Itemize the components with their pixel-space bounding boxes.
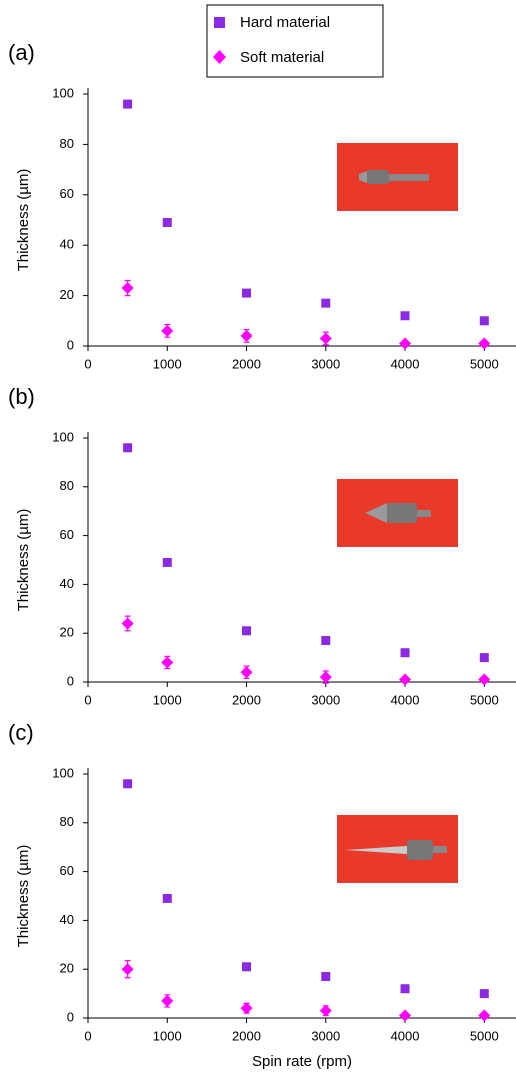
point [242, 288, 252, 298]
point [479, 316, 489, 326]
y-tick-label: 80 [60, 478, 74, 493]
legend-marker [214, 17, 225, 28]
point [161, 324, 174, 337]
x-tick-label: 5000 [470, 1028, 499, 1043]
y-tick-label: 20 [60, 625, 74, 640]
point [162, 557, 172, 567]
point [400, 311, 410, 321]
point [162, 893, 172, 903]
legend: Hard material Soft material [206, 4, 384, 78]
y-tick-label: 100 [52, 429, 74, 444]
point [321, 298, 331, 308]
y-tick-label: 100 [52, 765, 74, 780]
y-tick-label: 60 [60, 863, 74, 878]
y-tick-label: 60 [60, 527, 74, 542]
x-tick-label: 2000 [232, 356, 261, 371]
point [123, 99, 133, 109]
point [240, 1002, 253, 1015]
point [319, 671, 332, 684]
x-tick-label: 4000 [391, 356, 420, 371]
point [478, 673, 491, 686]
point [400, 648, 410, 658]
legend-box [206, 4, 384, 78]
x-tick-label: 1000 [153, 1028, 182, 1043]
legend-marker [213, 50, 226, 64]
point [399, 337, 412, 350]
probe [417, 510, 431, 517]
x-tick-label: 2000 [232, 692, 261, 707]
panel-label: (c) [8, 720, 34, 745]
y-tick-label: 40 [60, 576, 74, 591]
panel-label: (a) [8, 40, 35, 65]
y-axis-title: Thickness (µm) [15, 845, 32, 948]
point [478, 1009, 491, 1022]
probe [387, 503, 417, 523]
photo [337, 815, 458, 883]
point [479, 653, 489, 663]
y-tick-label: 100 [52, 85, 74, 100]
point [162, 218, 172, 228]
y-tick-label: 60 [60, 186, 74, 201]
point [399, 1009, 412, 1022]
y-tick-label: 20 [60, 961, 74, 976]
point [121, 617, 134, 630]
y-axis-title: Thickness (µm) [15, 169, 32, 272]
x-tick-label: 0 [84, 692, 91, 707]
probe [433, 846, 447, 853]
x-tick-label: 4000 [391, 692, 420, 707]
y-tick-label: 0 [67, 1009, 74, 1024]
x-tick-label: 0 [84, 1028, 91, 1043]
point [161, 656, 174, 669]
point [400, 984, 410, 994]
y-tick-label: 0 [67, 673, 74, 688]
x-tick-label: 5000 [470, 356, 499, 371]
point [123, 779, 133, 789]
x-axis-title: Spin rate (rpm) [252, 1053, 352, 1070]
point [319, 332, 332, 345]
legend-label: Soft material [240, 49, 324, 66]
photo [337, 479, 458, 547]
x-tick-label: 3000 [311, 356, 340, 371]
point [240, 329, 253, 342]
y-tick-label: 80 [60, 814, 74, 829]
point [321, 636, 331, 646]
point [478, 337, 491, 350]
point [242, 962, 252, 972]
point [319, 1004, 332, 1017]
y-tick-label: 40 [60, 237, 74, 252]
legend-label: Hard material [240, 14, 330, 31]
x-tick-label: 1000 [153, 356, 182, 371]
x-tick-label: 5000 [470, 692, 499, 707]
y-tick-label: 80 [60, 136, 74, 151]
point [321, 972, 331, 982]
x-tick-label: 3000 [311, 692, 340, 707]
point [121, 963, 134, 976]
x-tick-label: 3000 [311, 1028, 340, 1043]
point [479, 989, 489, 999]
point [123, 443, 133, 453]
point [161, 994, 174, 1007]
y-tick-label: 40 [60, 912, 74, 927]
x-tick-label: 0 [84, 356, 91, 371]
probe [389, 174, 429, 181]
point [240, 666, 253, 679]
point [242, 626, 252, 636]
panel-label: (b) [8, 384, 35, 409]
probe [367, 170, 389, 184]
y-tick-label: 20 [60, 287, 74, 302]
point [121, 282, 134, 295]
x-tick-label: 1000 [153, 692, 182, 707]
photo [337, 143, 458, 211]
probe [345, 846, 407, 854]
x-tick-label: 2000 [232, 1028, 261, 1043]
probe [407, 840, 433, 860]
y-axis-title: Thickness (µm) [15, 509, 32, 612]
point [399, 673, 412, 686]
y-tick-label: 0 [67, 337, 74, 352]
x-tick-label: 4000 [391, 1028, 420, 1043]
probe [359, 171, 367, 183]
probe [365, 503, 387, 523]
